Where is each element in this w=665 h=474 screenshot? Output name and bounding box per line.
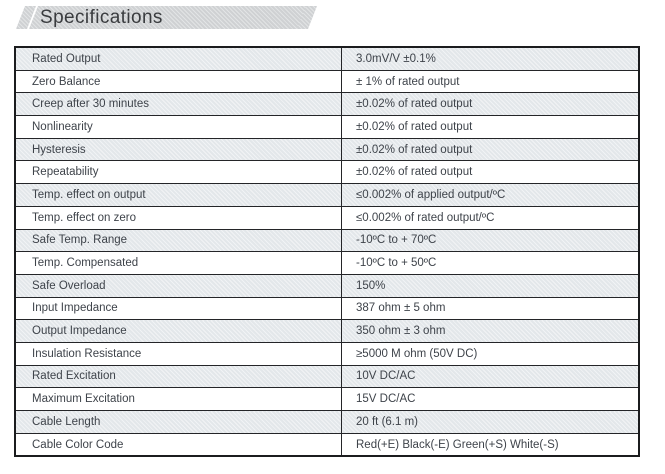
spec-label: Cable Color Code bbox=[14, 432, 342, 457]
spec-value: 3.0mV/V ±0.1% bbox=[341, 46, 640, 71]
specifications-table: Rated Output 3.0mV/V ±0.1% Zero Balance … bbox=[14, 46, 640, 458]
table-row: Safe Temp. Range -10ºC to + 70ºC bbox=[14, 228, 640, 253]
spec-value: ±0.02% of rated output bbox=[341, 137, 640, 162]
table-row: Rated Excitation 10V DC/AC bbox=[14, 364, 640, 389]
spec-label: Insulation Resistance bbox=[14, 341, 342, 366]
spec-value: ≤0.002% of rated output/ºC bbox=[341, 205, 640, 230]
spec-label: Input Impedance bbox=[14, 296, 342, 321]
table-row: Nonlinearity ±0.02% of rated output bbox=[14, 115, 640, 139]
spec-label: Creep after 30 minutes bbox=[14, 92, 342, 117]
spec-label: Output Impedance bbox=[14, 319, 342, 343]
table-row: Insulation Resistance ≥5000 M ohm (50V D… bbox=[14, 341, 640, 366]
spec-value: -10ºC to + 50ºC bbox=[341, 251, 640, 275]
spec-label: Zero Balance bbox=[14, 69, 342, 94]
spec-value: 350 ohm ± 3 ohm bbox=[341, 319, 640, 343]
table-row: Temp. Compensated -10ºC to + 50ºC bbox=[14, 251, 640, 275]
spec-value: 20 ft (6.1 m) bbox=[341, 410, 640, 434]
spec-value: ≤0.002% of applied output/ºC bbox=[341, 183, 640, 207]
table-row: Creep after 30 minutes ±0.02% of rated o… bbox=[14, 92, 640, 117]
table-row: Zero Balance ± 1% of rated output bbox=[14, 69, 640, 94]
banner-background bbox=[29, 6, 307, 29]
spec-value: 15V DC/AC bbox=[341, 387, 640, 411]
spec-value: -10ºC to + 70ºC bbox=[341, 228, 640, 253]
table-row: Cable Length 20 ft (6.1 m) bbox=[14, 410, 640, 434]
table-row: Rated Output 3.0mV/V ±0.1% bbox=[14, 46, 640, 71]
spec-label: Temp. Compensated bbox=[14, 251, 342, 275]
table-row: Output Impedance 350 ohm ± 3 ohm bbox=[14, 319, 640, 343]
table-row: Hysteresis ±0.02% of rated output bbox=[14, 137, 640, 162]
spec-value: 387 ohm ± 5 ohm bbox=[341, 296, 640, 321]
spec-label: Repeatability bbox=[14, 160, 342, 185]
table-row: Safe Overload 150% bbox=[14, 273, 640, 298]
spec-label: Maximum Excitation bbox=[14, 387, 342, 411]
spec-value: ±0.02% of rated output bbox=[341, 160, 640, 185]
spec-label: Nonlinearity bbox=[14, 115, 342, 139]
table-row: Maximum Excitation 15V DC/AC bbox=[14, 387, 640, 411]
spec-value: ± 1% of rated output bbox=[341, 69, 640, 94]
spec-label: Temp. effect on output bbox=[14, 183, 342, 207]
spec-label: Cable Length bbox=[14, 410, 342, 434]
spec-value: 10V DC/AC bbox=[341, 364, 640, 389]
spec-label: Safe Overload bbox=[14, 273, 342, 298]
table-row: Temp. effect on output ≤0.002% of applie… bbox=[14, 183, 640, 207]
spec-value: Red(+E) Black(-E) Green(+S) White(-S) bbox=[341, 432, 640, 457]
table-row: Temp. effect on zero ≤0.002% of rated ou… bbox=[14, 205, 640, 230]
spec-value: ±0.02% of rated output bbox=[341, 115, 640, 139]
page-title: Specifications bbox=[40, 7, 163, 28]
spec-label: Hysteresis bbox=[14, 137, 342, 162]
spec-value: 150% bbox=[341, 273, 640, 298]
spec-label: Safe Temp. Range bbox=[14, 228, 342, 253]
table-row: Cable Color Code Red(+E) Black(-E) Green… bbox=[14, 432, 640, 457]
table-row: Repeatability ±0.02% of rated output bbox=[14, 160, 640, 185]
spec-label: Temp. effect on zero bbox=[14, 205, 342, 230]
spec-label: Rated Excitation bbox=[14, 364, 342, 389]
table-row: Input Impedance 387 ohm ± 5 ohm bbox=[14, 296, 640, 321]
spec-label: Rated Output bbox=[14, 46, 342, 71]
specifications-banner: Specifications bbox=[16, 6, 317, 29]
spec-value: ≥5000 M ohm (50V DC) bbox=[341, 341, 640, 366]
spec-value: ±0.02% of rated output bbox=[341, 92, 640, 117]
